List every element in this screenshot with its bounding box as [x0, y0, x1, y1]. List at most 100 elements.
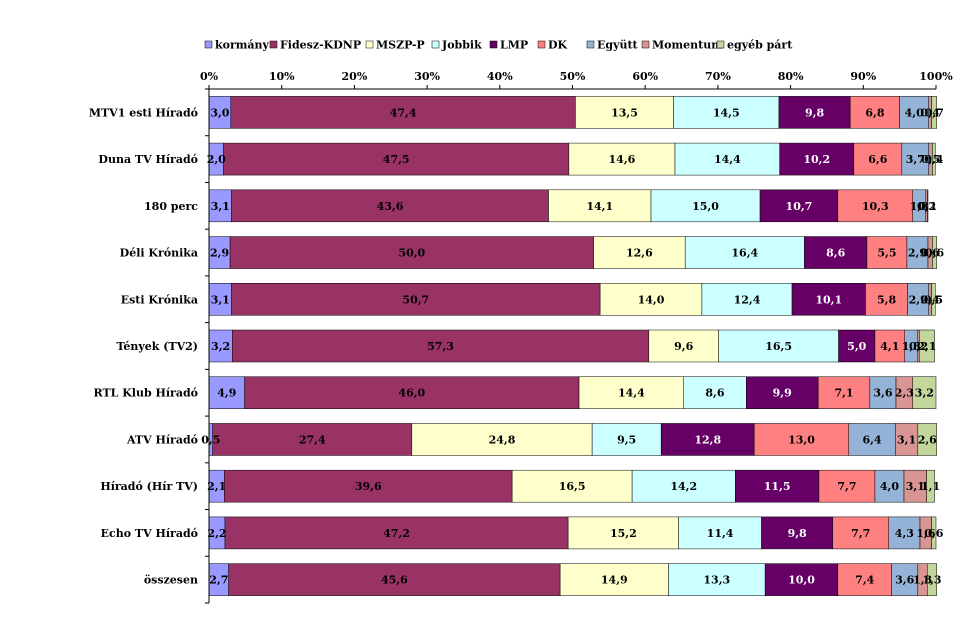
data-label: 2,7 [209, 574, 228, 587]
category-label: 180 perc [144, 200, 198, 213]
bar-segment [683, 376, 747, 409]
bar-segment [917, 423, 937, 456]
bar-segment [817, 376, 871, 409]
bar-segment [648, 329, 719, 363]
data-label: 3,0 [210, 106, 229, 119]
legend-label: kormány [215, 39, 270, 52]
data-label: 7,4 [855, 574, 874, 587]
bar-segment [684, 236, 805, 269]
data-label: 2,1 [207, 480, 226, 493]
bar-segment [650, 189, 761, 223]
data-label: 0,4 [921, 106, 940, 119]
data-label: 11,4 [707, 527, 734, 540]
data-label: 7,7 [851, 527, 870, 540]
data-label: 47,5 [383, 153, 410, 166]
bar-segment [548, 189, 652, 223]
data-label: 10,7 [786, 200, 813, 213]
data-label: 2,6 [918, 433, 937, 446]
data-label: 3,6 [895, 574, 914, 587]
data-label: 39,6 [355, 480, 382, 493]
bar-segment [701, 283, 793, 316]
bar-segment [791, 283, 866, 316]
bar-segment [919, 329, 935, 363]
data-label: 16,5 [559, 480, 586, 493]
legend-swatch [537, 40, 546, 49]
bar-segment [927, 563, 937, 596]
bar-segment [212, 423, 413, 456]
x-tick-label: 30% [414, 70, 440, 83]
legend-swatch [269, 40, 278, 49]
data-label: 45,6 [381, 574, 408, 587]
data-label: 1,1 [921, 480, 940, 493]
bar-segment [865, 283, 908, 316]
bar-segment [567, 516, 679, 550]
category-label: összesen [144, 574, 198, 587]
legend-swatch [641, 40, 650, 49]
bar-segment [869, 376, 897, 409]
legend-swatch [716, 40, 725, 49]
bar-segment [668, 563, 766, 596]
bar-segment [899, 96, 929, 129]
legend-swatch [431, 40, 440, 49]
x-tick-label: 60% [632, 70, 658, 83]
y-axis: MTV1 esti Híradó Duna TV Híradó 180 perc Dé… [89, 88, 210, 604]
bar-segment [804, 236, 868, 269]
data-label: 3,2 [211, 340, 230, 353]
data-label: 50,7 [402, 293, 429, 306]
legend-swatch [365, 40, 374, 49]
data-label: 27,4 [299, 433, 326, 446]
bar-segment [838, 329, 876, 363]
data-label: 9,8 [805, 106, 824, 119]
legend-label: DK [548, 39, 568, 52]
data-label: 2,9 [908, 247, 927, 260]
bar-segment [224, 469, 513, 503]
bar-segment [874, 469, 905, 503]
bar-segment [511, 469, 633, 503]
data-label: 12,6 [626, 247, 653, 260]
data-label: 3,1 [906, 480, 925, 493]
bar-segment [224, 516, 569, 550]
data-label: 13,5 [611, 106, 638, 119]
data-label: 1,8 [902, 340, 921, 353]
data-label: 3,1 [897, 433, 916, 446]
data-label: 50,0 [398, 247, 425, 260]
bar-segment [568, 142, 676, 176]
bar-segment [673, 96, 780, 129]
data-label: 3,1 [211, 293, 230, 306]
data-label: 9,8 [788, 527, 807, 540]
bar-segment [244, 376, 580, 409]
data-label: 14,6 [609, 153, 636, 166]
data-label: 8,6 [826, 247, 845, 260]
bar-segment [735, 469, 820, 503]
data-label: 4,0 [880, 480, 899, 493]
category-label: Tények (TV2) [116, 340, 198, 353]
bar-segment [853, 142, 903, 176]
bar-segment [891, 563, 919, 596]
data-label: 3,1 [211, 200, 230, 213]
x-tick-label: 80% [778, 70, 804, 83]
data-label: 10,2 [803, 153, 830, 166]
x-tick-label: 0% [200, 70, 219, 83]
data-label: 2,0 [207, 153, 226, 166]
data-label: 11,5 [764, 480, 791, 493]
bar-segment [931, 283, 936, 316]
x-tick-label: 100% [919, 70, 953, 83]
bar-segment [779, 142, 855, 176]
data-label: 9,6 [674, 340, 693, 353]
data-label: 7,1 [834, 387, 853, 400]
category-label: RTL Klub Híradó [94, 387, 198, 400]
bar-segment [674, 142, 780, 176]
data-label: 14,4 [618, 387, 645, 400]
legend-label: Jobbik [441, 39, 482, 52]
data-label: 2,9 [210, 247, 229, 260]
data-label: 6,8 [865, 106, 884, 119]
data-label: 2,9 [909, 293, 928, 306]
category-label: Esti Krónika [121, 293, 198, 306]
legend-swatch [489, 40, 498, 49]
bar-segment [837, 563, 892, 596]
legend-label: Momentum [652, 39, 723, 52]
data-label: 3,2 [915, 387, 934, 400]
data-label: 0,7 [925, 106, 944, 119]
legend-swatch [204, 40, 213, 49]
